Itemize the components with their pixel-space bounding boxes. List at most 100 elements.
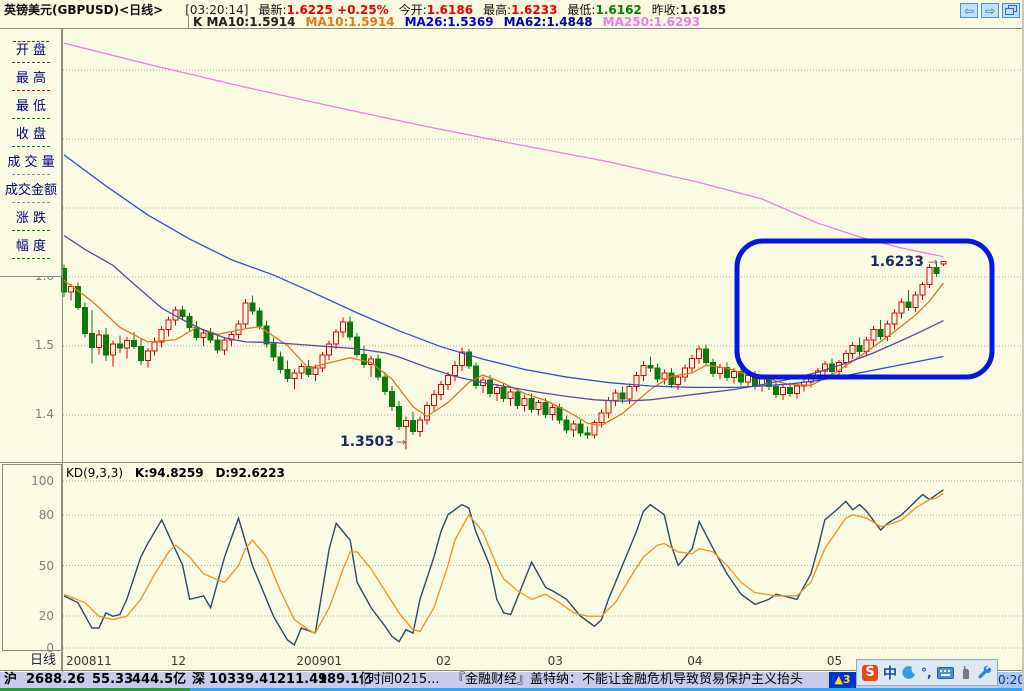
candle-body[interactable] — [731, 371, 738, 379]
candle-body[interactable] — [144, 350, 151, 361]
candle-body[interactable] — [347, 321, 354, 338]
candle-body[interactable] — [179, 309, 186, 317]
candle-body[interactable] — [116, 343, 123, 349]
shanghai-label[interactable]: 沪 — [4, 672, 18, 687]
moon-icon[interactable] — [902, 665, 916, 680]
candle-body[interactable] — [340, 321, 347, 333]
candle-body[interactable] — [326, 343, 333, 356]
candle-body[interactable] — [821, 363, 828, 372]
candle-body[interactable] — [319, 354, 326, 369]
candle-body[interactable] — [444, 375, 451, 386]
candle-body[interactable] — [221, 339, 228, 351]
sogou-logo-icon[interactable]: S — [862, 664, 878, 681]
punctuation-icon[interactable]: °, — [921, 665, 932, 680]
candle-body[interactable] — [493, 386, 500, 395]
candle-body[interactable] — [500, 386, 507, 399]
candle-body[interactable] — [745, 375, 752, 383]
candle-body[interactable] — [870, 328, 877, 341]
candle-body[interactable] — [102, 334, 109, 356]
candle-body[interactable] — [689, 357, 696, 369]
candle-body[interactable] — [738, 371, 745, 383]
candle-body[interactable] — [130, 339, 137, 348]
chinese-mode-icon[interactable]: 中 — [883, 665, 897, 682]
candle-body[interactable] — [333, 331, 340, 345]
candle-body[interactable] — [584, 432, 591, 436]
candle-body[interactable] — [647, 364, 654, 369]
alert-badge[interactable]: ▲3 — [829, 672, 856, 688]
candle-body[interactable] — [249, 302, 256, 312]
candle-body[interactable] — [786, 386, 793, 395]
candle-body[interactable] — [898, 301, 905, 314]
annotation-box[interactable] — [734, 238, 995, 380]
candle-body[interactable] — [451, 364, 458, 377]
candle-body[interactable] — [284, 368, 291, 379]
kd-indicator-pane[interactable] — [0, 463, 1022, 651]
candle-body[interactable] — [577, 423, 584, 434]
candle-body[interactable] — [535, 402, 542, 410]
candle-body[interactable] — [926, 266, 933, 286]
candle-body[interactable] — [521, 397, 528, 406]
candle-body[interactable] — [158, 328, 165, 343]
cascade-windows-icon[interactable] — [1002, 3, 1020, 18]
candle-body[interactable] — [563, 419, 570, 431]
candle-body[interactable] — [458, 351, 465, 366]
candle-body[interactable] — [137, 346, 144, 361]
candle-body[interactable] — [710, 362, 717, 375]
candle-body[interactable] — [542, 402, 549, 415]
candle-body[interactable] — [354, 336, 361, 355]
candle-body[interactable] — [772, 386, 779, 395]
candle-body[interactable] — [598, 412, 605, 424]
candle-body[interactable] — [724, 366, 731, 379]
candle-body[interactable] — [403, 420, 410, 428]
candle-body[interactable] — [312, 367, 319, 375]
candle-body[interactable] — [779, 386, 786, 395]
candle-body[interactable] — [717, 366, 724, 375]
news-ticker[interactable]: 『金融财经』盖特纳：不能让金融危机导致贸易保护主义抬头 — [452, 672, 804, 687]
candle-body[interactable] — [633, 375, 640, 388]
candle-body[interactable] — [430, 393, 437, 406]
candle-body[interactable] — [291, 372, 298, 379]
candle-body[interactable] — [905, 301, 912, 308]
candle-body[interactable] — [486, 379, 493, 395]
candle-body[interactable] — [640, 364, 647, 377]
candle-body[interactable] — [661, 372, 668, 380]
candle-body[interactable] — [570, 423, 577, 431]
candle-body[interactable] — [109, 343, 116, 356]
candle-body[interactable] — [842, 353, 849, 364]
candle-body[interactable] — [151, 341, 158, 352]
candle-body[interactable] — [940, 260, 947, 265]
candle-body[interactable] — [877, 328, 884, 337]
candle-body[interactable] — [228, 333, 235, 341]
time-field[interactable]: 时间0215... — [368, 672, 440, 687]
forward-icon[interactable]: ⇨ — [981, 3, 999, 18]
candle-body[interactable] — [472, 365, 479, 386]
candle-body[interactable] — [165, 319, 172, 330]
candle-body[interactable] — [556, 406, 563, 421]
candle-body[interactable] — [74, 286, 81, 308]
back-icon[interactable]: ⇦ — [960, 3, 978, 18]
shenzhen-label[interactable]: 深 — [192, 672, 206, 687]
candle-body[interactable] — [95, 334, 102, 348]
taskbar-strip[interactable] — [0, 688, 1022, 691]
candle-body[interactable] — [214, 339, 221, 351]
candle-body[interactable] — [81, 306, 88, 335]
candle-body[interactable] — [396, 406, 403, 428]
candle-body[interactable] — [437, 384, 444, 395]
candle-body[interactable] — [382, 376, 389, 393]
candle-body[interactable] — [856, 344, 863, 353]
period-label[interactable]: 日线 — [0, 652, 62, 671]
candle-body[interactable] — [675, 376, 682, 386]
candle-body[interactable] — [682, 367, 689, 378]
candle-body[interactable] — [88, 333, 95, 348]
candle-body[interactable] — [423, 404, 430, 421]
candle-body[interactable] — [235, 323, 242, 335]
candle-body[interactable] — [605, 400, 612, 414]
candle-body[interactable] — [305, 366, 312, 375]
candle-body[interactable] — [668, 372, 675, 386]
candle-body[interactable] — [123, 339, 130, 349]
candle-body[interactable] — [277, 356, 284, 370]
candle-body[interactable] — [619, 392, 626, 400]
candle-body[interactable] — [591, 422, 598, 436]
candle-body[interactable] — [465, 351, 472, 367]
candle-body[interactable] — [793, 385, 800, 395]
